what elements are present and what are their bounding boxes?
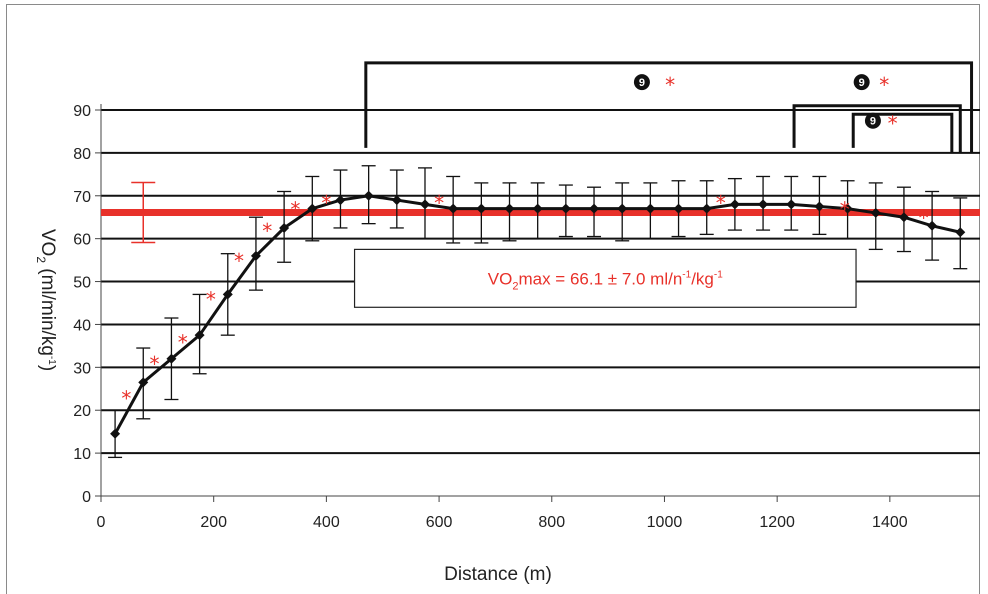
y-title-sub: 2 bbox=[34, 256, 48, 263]
y-title-end: ) bbox=[37, 365, 58, 371]
x-tick-label-800: 800 bbox=[538, 514, 565, 531]
data-point-24 bbox=[786, 199, 797, 210]
axis-titles: Distance (m) VO2 (ml/min/kg-1) bbox=[34, 229, 552, 585]
vo2max-annotation: VO2max = 66.1 ± 7.0 ml/n-1/kg-1 bbox=[353, 248, 857, 308]
data-point-23 bbox=[758, 199, 769, 210]
bracket-star-1: * bbox=[879, 73, 889, 97]
star-5: * bbox=[262, 219, 272, 243]
y-tick-label-70: 70 bbox=[73, 189, 91, 206]
data-point-27 bbox=[870, 207, 881, 218]
data-point-7 bbox=[307, 203, 318, 214]
annotation-mid: max = 66.1 ± 7.0 ml/n bbox=[518, 269, 682, 288]
significance-brackets: 9 * 9 * 9 * bbox=[364, 61, 974, 153]
bracket-symbol-circle-2 bbox=[864, 112, 881, 129]
star-3: * bbox=[206, 288, 216, 312]
data-point-3 bbox=[194, 330, 205, 341]
data-point-5 bbox=[250, 250, 261, 261]
data-point-20 bbox=[673, 203, 684, 214]
star-4: * bbox=[234, 249, 244, 273]
data-point-10 bbox=[391, 195, 402, 206]
annotation-sup2: -1 bbox=[714, 269, 723, 280]
data-point-0 bbox=[110, 428, 121, 439]
y-title-main: VO bbox=[37, 229, 58, 256]
x-tick-label-1400: 1400 bbox=[872, 514, 908, 531]
x-tick-label-200: 200 bbox=[200, 514, 227, 531]
data-point-14 bbox=[504, 203, 515, 214]
star-2: * bbox=[178, 331, 188, 355]
y-tick-label-20: 20 bbox=[73, 403, 91, 420]
star-0: * bbox=[121, 386, 131, 410]
x-tick-label-1200: 1200 bbox=[759, 514, 795, 531]
data-point-17 bbox=[589, 203, 600, 214]
annotation-text: VO2max = 66.1 ± 7.0 ml/n-1/kg-1 bbox=[488, 269, 723, 292]
data-point-19 bbox=[645, 203, 656, 214]
y-tick-label-90: 90 bbox=[73, 103, 91, 120]
data-point-26 bbox=[842, 203, 853, 214]
x-tick-label-400: 400 bbox=[313, 514, 340, 531]
y-tick-label-40: 40 bbox=[73, 317, 91, 334]
bracket-0 bbox=[364, 61, 974, 153]
bracket-symbol-circle-1 bbox=[853, 74, 870, 91]
data-point-2 bbox=[166, 353, 177, 364]
x-tick-label-1000: 1000 bbox=[647, 514, 683, 531]
data-point-4 bbox=[222, 289, 233, 300]
star-10: * bbox=[840, 198, 850, 222]
data-point-13 bbox=[476, 203, 487, 214]
y-tick-label-10: 10 bbox=[73, 446, 91, 463]
data-point-12 bbox=[448, 203, 459, 214]
y-axis-title: VO2 (ml/min/kg-1) bbox=[34, 229, 58, 371]
data-point-22 bbox=[729, 199, 740, 210]
bracket-1 bbox=[792, 104, 962, 153]
data-point-25 bbox=[814, 201, 825, 212]
series-mean-vo2 bbox=[108, 165, 968, 459]
annotation-mid2: /kg bbox=[691, 269, 714, 288]
x-tick-label-600: 600 bbox=[426, 514, 453, 531]
data-point-15 bbox=[532, 203, 543, 214]
significance-stars: * * * * * * * * * * * * bbox=[121, 191, 928, 410]
annotation-sup1: -1 bbox=[682, 269, 691, 280]
bracket-symbol-0: 9 bbox=[639, 77, 645, 89]
data-point-28 bbox=[898, 212, 909, 223]
data-point-16 bbox=[560, 203, 571, 214]
data-point-18 bbox=[617, 203, 628, 214]
data-point-11 bbox=[419, 199, 430, 210]
data-point-6 bbox=[279, 222, 290, 233]
axes: 0 10 20 30 40 50 60 70 80 90 0 200 400 600 800 1000 1200… bbox=[73, 103, 980, 531]
data-point-9 bbox=[363, 190, 374, 201]
y-tick-label-30: 30 bbox=[73, 360, 91, 377]
annotation-box bbox=[353, 248, 857, 308]
bracket-2 bbox=[851, 112, 954, 153]
y-tick-label-60: 60 bbox=[73, 232, 91, 249]
vo2max-reference bbox=[101, 181, 980, 244]
data-point-29 bbox=[927, 220, 938, 231]
annotation-sub: 2 bbox=[512, 280, 518, 292]
y-tick-label-0: 0 bbox=[82, 489, 91, 506]
star-6: * bbox=[290, 198, 300, 222]
data-point-30 bbox=[955, 227, 966, 238]
bracket-star-0: * bbox=[665, 73, 675, 97]
star-8: * bbox=[434, 191, 444, 215]
data-point-21 bbox=[701, 203, 712, 214]
y-tick-label-50: 50 bbox=[73, 275, 91, 292]
bracket-symbol-1: 9 bbox=[859, 77, 865, 89]
data-point-8 bbox=[335, 195, 346, 206]
y-tick-label-80: 80 bbox=[73, 146, 91, 163]
bracket-star-2: * bbox=[888, 112, 898, 136]
data-point-1 bbox=[138, 377, 149, 388]
y-title-rest: (ml/min/kg bbox=[37, 263, 58, 356]
star-9: * bbox=[716, 191, 726, 215]
y-title-sup: -1 bbox=[46, 356, 57, 365]
x-tick-label-0: 0 bbox=[97, 514, 106, 531]
bracket-symbol-2: 9 bbox=[870, 116, 876, 128]
annotation-prefix: VO bbox=[488, 269, 513, 288]
x-axis-title: Distance (m) bbox=[444, 564, 552, 585]
star-11: * bbox=[919, 206, 929, 230]
star-7: * bbox=[321, 191, 331, 215]
bracket-symbol-circle-0 bbox=[633, 74, 650, 91]
star-1: * bbox=[150, 352, 160, 376]
